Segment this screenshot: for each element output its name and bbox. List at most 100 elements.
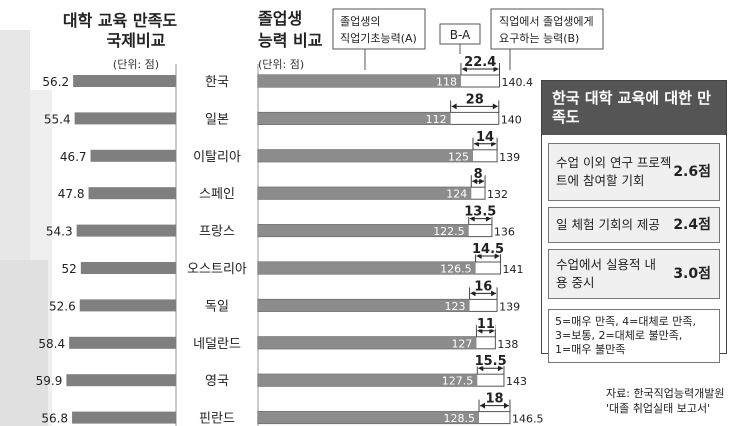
legend-line: 5=매우 만족, 4=대체로 만족, [555, 315, 696, 328]
graduate-ability-value-label: 124 [446, 188, 467, 201]
right-title-line2: 능력 비교 [258, 31, 323, 50]
diff-value-label: 28 [466, 92, 484, 107]
right-title-line1: 졸업생 [258, 9, 302, 28]
required-ability-value-label: 140.4 [501, 76, 533, 89]
graduate-ability-bar [258, 187, 472, 200]
graduate-ability-value-label: 127.5 [442, 375, 474, 388]
left-title-line1: 대학 교육 만족도 [63, 11, 177, 30]
info-item-label: 수업에서 실용적 내용 중시 [556, 257, 656, 290]
diff-value-label: 14.5 [472, 242, 504, 257]
info-item-practical-content: 수업에서 실용적 내용 중시 3.0점 [548, 249, 720, 299]
satisfaction-value-label: 59.9 [36, 374, 63, 388]
info-item-value: 3.0점 [673, 266, 711, 282]
satisfaction-value-label: 52 [62, 262, 77, 276]
country-label: 영국 [205, 374, 229, 389]
diff-arrow-right [491, 290, 497, 297]
satisfaction-value-label: 54.3 [46, 225, 73, 239]
required-ability-value-label: 140 [501, 113, 522, 126]
graduate-ability-value-label: 123 [445, 300, 466, 313]
source-line1: 자료: 한국직업능력개발원 [606, 387, 725, 400]
required-ability-value-label: 139 [499, 151, 520, 164]
country-label: 오스트리아 [187, 262, 247, 277]
info-item-value: 2.6점 [673, 164, 711, 180]
graduate-ability-bar [258, 299, 470, 312]
required-ability-value-label: 146.5 [512, 413, 543, 426]
diff-arrow-left [477, 327, 483, 334]
diff-arrow-right [493, 66, 499, 72]
callout-b-line1: 직업에서 졸업생에게 [499, 15, 594, 28]
graduate-ability-bar [258, 224, 469, 237]
diff-value-label: 22.4 [464, 55, 496, 70]
satisfaction-bar [90, 149, 176, 162]
callout-a-line2: 직업기초능력(A) [340, 32, 417, 45]
diff-arrow-left [469, 215, 475, 222]
satisfaction-bar [69, 336, 176, 349]
satisfaction-bar [76, 224, 176, 237]
graduate-ability-bar [258, 112, 451, 125]
graduate-ability-bar [258, 411, 480, 424]
diff-arrow-right [503, 402, 509, 409]
graduate-ability-value-label: 125 [448, 150, 469, 163]
graduate-ability-value-label: 128.5 [444, 412, 476, 425]
satisfaction-bar [73, 75, 176, 87]
diff-arrow-right [497, 365, 503, 372]
country-label: 독일 [205, 299, 229, 314]
diff-value-label: 18 [485, 392, 503, 407]
callout-a-line1: 졸업생의 [340, 15, 380, 28]
callout-diff-label: B-A [450, 28, 471, 42]
graduate-ability-value-label: 112 [426, 113, 447, 126]
graduate-ability-bar [258, 75, 461, 87]
country-label: 핀란드 [199, 412, 235, 426]
diff-arrow-right [491, 140, 497, 147]
diff-arrow-left [461, 66, 467, 72]
satisfaction-value-label: 56.2 [42, 75, 69, 89]
graduate-ability-bar [258, 374, 478, 387]
country-label: 일본 [205, 112, 229, 127]
satisfaction-value-label: 55.4 [44, 112, 71, 126]
legend-line: 3=보통, 2=대체로 불만족, [555, 329, 683, 342]
rating-scale-legend: 5=매우 만족, 4=대체로 만족, 3=보통, 2=대체로 불만족, 1=매우… [548, 309, 720, 363]
required-ability-value-label: 139 [499, 300, 520, 313]
info-item-label: 수업 이외 연구 프로젝트에 참여할 기회 [556, 155, 672, 188]
callout-diff: B-A [439, 23, 481, 54]
building-illustration [0, 30, 52, 426]
diff-arrow-right [494, 253, 500, 259]
diff-value-label: 15.5 [475, 354, 507, 369]
diff-arrow-left [480, 402, 486, 409]
country-label: 한국 [205, 75, 229, 90]
left-unit-label: (단위: 점) [113, 58, 159, 71]
diff-value-label: 11 [477, 317, 495, 332]
satisfaction-value-label: 47.8 [58, 187, 85, 201]
country-label: 프랑스 [199, 225, 235, 240]
diff-arrow-right [489, 327, 495, 334]
satisfaction-bar [88, 187, 176, 200]
info-box-title: 한국 대학 교육에 대한 만족도 [542, 81, 726, 135]
country-label: 네덜란드 [193, 337, 241, 352]
right-unit-label: (단위: 점) [258, 58, 304, 71]
country-label: 스페인 [199, 187, 235, 202]
diff-value-label: 14 [476, 130, 494, 145]
source-line2: '대졸 취업실태 보고서' [606, 402, 711, 415]
left-title-line2: 국제비교 [107, 31, 166, 50]
info-item-work-experience: 일 체험 기회의 제공 2.4점 [548, 207, 720, 243]
diff-arrow-right [485, 215, 491, 222]
diff-arrow-left [470, 290, 476, 297]
diff-value-label: 8 [474, 167, 483, 182]
required-ability-value-label: 141 [503, 263, 524, 276]
satisfaction-bar [66, 374, 176, 387]
diff-arrow-left [478, 365, 484, 372]
required-ability-value-label: 132 [487, 188, 508, 201]
graduate-ability-bar [258, 149, 473, 162]
satisfaction-bar [74, 112, 176, 125]
diff-arrow-right [479, 178, 485, 185]
graduate-ability-value-label: 127 [451, 337, 472, 350]
diff-value-label: 13.5 [464, 205, 496, 220]
korea-satisfaction-box: 한국 대학 교육에 대한 만족도 수업 이외 연구 프로젝트에 참여할 기회 2… [541, 80, 727, 363]
diff-arrow-left [451, 103, 457, 110]
required-ability-value-label: 138 [497, 338, 518, 351]
callout-a: 졸업생의 직업기초능력(A) [332, 8, 426, 70]
country-label: 이탈리아 [193, 150, 241, 165]
